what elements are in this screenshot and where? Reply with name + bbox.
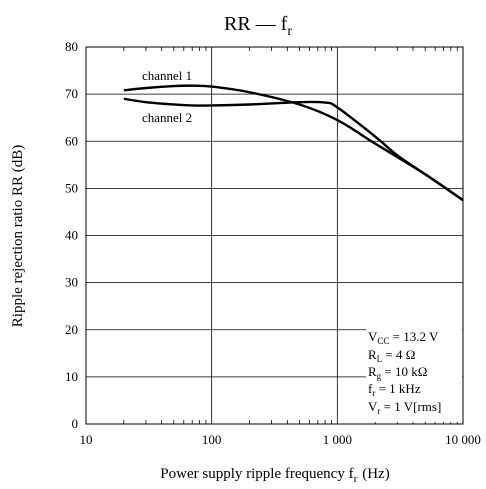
plot-frame — [85, 46, 464, 425]
y-tick-label: 60 — [65, 133, 78, 148]
condition-vr: Vr = 1 V[rms] — [368, 399, 441, 416]
y-tick-label: 20 — [65, 322, 78, 337]
conditions-box: VCC = 13.2 V RL = 4 Ω Rg = 10 kΩ fr = 1 … — [366, 322, 462, 422]
chart-title: RR — fr — [224, 13, 292, 39]
chart-title-sub: r — [287, 24, 292, 39]
y-tick-label: 70 — [65, 86, 78, 101]
y-tick-label: 80 — [65, 39, 78, 54]
condition-fr: fr = 1 kHz — [368, 381, 421, 398]
series-label-channel-1: channel 1 — [142, 68, 192, 83]
y-axis-title: Ripple rejection ratio RR (dB) — [10, 145, 26, 327]
x-tick-label: 10 — [80, 432, 93, 447]
chart-title-main: RR — f — [224, 13, 288, 35]
y-tick-label: 50 — [65, 180, 78, 195]
series-line-channel-2 — [123, 97, 464, 202]
series-line-channel-1 — [123, 84, 464, 202]
x-axis-title: Power supply ripple frequency fr (Hz) — [160, 466, 389, 485]
y-tick-label: 0 — [72, 416, 79, 431]
x-tick-label: 1 000 — [323, 432, 352, 447]
x-tick-label: 10 000 — [445, 432, 481, 447]
x-tick-label: 100 — [202, 432, 222, 447]
condition-rl: RL = 4 Ω — [368, 347, 415, 364]
series-label-channel-2: channel 2 — [142, 110, 192, 125]
condition-rg: Rg = 10 kΩ — [368, 364, 427, 381]
series-lines — [123, 84, 464, 202]
condition-vcc: VCC = 13.2 V — [368, 329, 439, 346]
y-tick-label: 10 — [65, 369, 78, 384]
y-tick-label: 40 — [65, 228, 78, 243]
y-tick-label: 30 — [65, 275, 78, 290]
